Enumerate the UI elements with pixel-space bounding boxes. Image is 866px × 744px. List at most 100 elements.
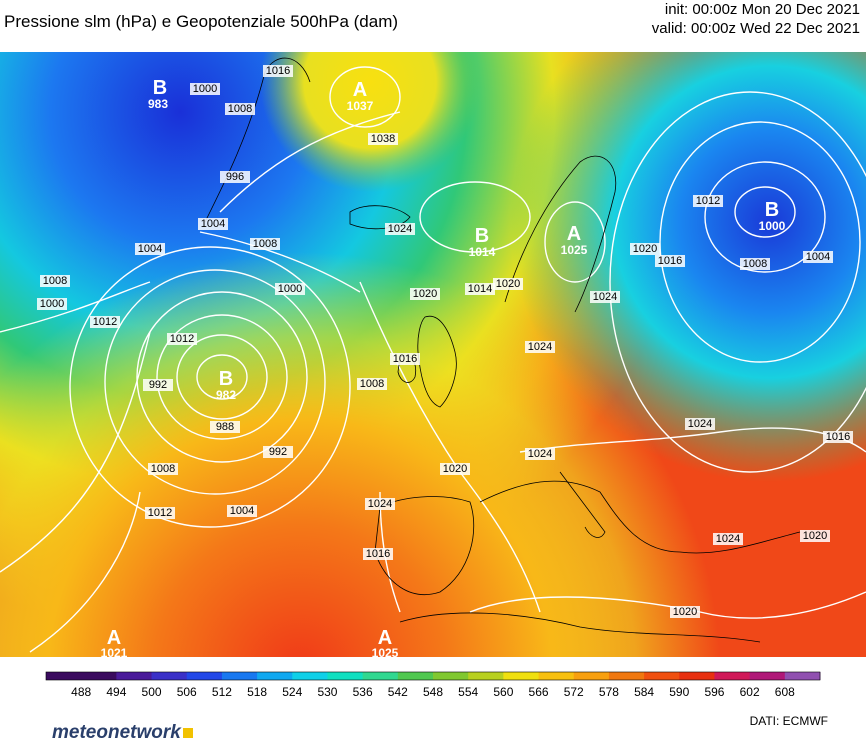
legend-label: 530 (317, 685, 337, 699)
isobar-label-bg (90, 316, 120, 328)
isobar-label-bg (493, 278, 523, 290)
system-letter: B (765, 199, 779, 221)
isobar-high-scandinavia (544, 201, 606, 283)
coast-britain (417, 315, 457, 408)
isobar-label: 1020 (673, 606, 697, 618)
isobar-label: 1020 (443, 463, 467, 475)
coast-north-africa (399, 612, 761, 643)
isobar-label-bg (365, 498, 395, 510)
isobar-label: 1004 (138, 243, 162, 255)
isobar-label-bg (263, 446, 293, 458)
isobar-label: 992 (149, 379, 167, 391)
isobar-label-bg (250, 238, 280, 250)
legend-swatch (292, 672, 328, 680)
coast-italy (559, 471, 606, 538)
legend-label: 512 (212, 685, 232, 699)
isobar-label-bg (40, 275, 70, 287)
isobar-label: 1016 (393, 353, 417, 365)
isobar-label-bg (525, 448, 555, 460)
legend-label: 536 (353, 685, 373, 699)
coast-mediterranean (479, 480, 801, 554)
isobar-low-atlantic (136, 291, 308, 463)
isobar-high-greenland (329, 66, 401, 128)
isobar-label: 996 (226, 171, 244, 183)
isobar-low-northsea (419, 181, 531, 253)
isobar-label: 1012 (93, 316, 117, 328)
isobar-label: 1008 (228, 103, 252, 115)
isobar-label: 1012 (696, 195, 720, 207)
legend-label: 572 (564, 685, 584, 699)
system-value: 1025 (372, 646, 399, 657)
legend-swatch (46, 672, 82, 680)
legend-label: 608 (775, 685, 795, 699)
isobar-label: 1024 (593, 291, 617, 303)
isobar-label-bg (655, 255, 685, 267)
isobars (0, 66, 866, 653)
isobar-label: 1008 (151, 463, 175, 475)
legend-label: 578 (599, 685, 619, 699)
meteonetwork-logo: meteonetwork (52, 722, 193, 744)
coast-greenland (204, 57, 311, 223)
isobar-low-east (659, 121, 861, 363)
isobar-label-bg (220, 171, 250, 183)
run-info: init: 00:00z Mon 20 Dec 2021 valid: 00:0… (652, 0, 860, 38)
isobar-label: 1008 (360, 378, 384, 390)
isobar-label: 1000 (278, 283, 302, 295)
system-value: 983 (148, 97, 168, 111)
coast-scandinavia (504, 155, 617, 313)
legend-label: 584 (634, 685, 654, 699)
legend-label: 488 (71, 685, 91, 699)
system-letter: A (378, 627, 392, 649)
isobar-label: 1016 (266, 65, 290, 77)
isobar-label: 1008 (743, 258, 767, 270)
isobar-label-bg (143, 379, 173, 391)
isobar-label-bg (525, 341, 555, 353)
system-letter: A (567, 223, 581, 245)
legend-swatch (81, 672, 117, 680)
isobar-label: 1020 (803, 530, 827, 542)
isobar-label-bg (363, 548, 393, 560)
legend-swatch (679, 672, 715, 680)
isobar-label: 1000 (193, 83, 217, 95)
coastlines (204, 57, 801, 643)
isobar-label: 1016 (826, 431, 850, 443)
system-value: 982 (216, 388, 236, 402)
legend-label: 566 (529, 685, 549, 699)
isobar-label-bg (210, 421, 240, 433)
isobar-label-bg (190, 83, 220, 95)
isobar-label-bg (590, 291, 620, 303)
weather-map: B 983 A 1037 B 1014 A 1025 B 1000 B 982 … (0, 52, 866, 657)
system-letter: A (353, 79, 367, 101)
isobar-line (199, 231, 361, 293)
isobar-label-bg (823, 431, 853, 443)
system-value: 1000 (759, 219, 786, 233)
isobar-label: 1024 (528, 448, 552, 460)
legend-label: 542 (388, 685, 408, 699)
legend-swatch (644, 672, 680, 680)
isobar-label-bg (390, 353, 420, 365)
isobar-label-bg (740, 258, 770, 270)
legend-swatch (608, 672, 645, 680)
isobar-label-bg (713, 533, 743, 545)
system-letter: A (107, 627, 121, 649)
isobar-label-bg (440, 463, 470, 475)
isobar-label: 1012 (170, 333, 194, 345)
isobar-label: 988 (216, 421, 234, 433)
legend-swatch (221, 672, 258, 680)
legend-label: 554 (458, 685, 478, 699)
legend-swatch (714, 672, 751, 680)
isobar-label: 1008 (43, 275, 67, 287)
legend-swatch (327, 672, 364, 680)
map-title: Pressione slm (hPa) e Geopotenziale 500h… (4, 12, 399, 31)
system-value: 1014 (469, 245, 496, 259)
legend-label: 518 (247, 685, 267, 699)
isobar-label: 1024 (528, 341, 552, 353)
init-time: init: 00:00z Mon 20 Dec 2021 (664, 1, 860, 18)
isobar-label: 1014 (468, 283, 492, 295)
system-letter: B (219, 368, 233, 390)
isobar-low-east (609, 91, 866, 473)
valid-time: valid: 00:00z Wed 22 Dec 2021 (651, 20, 860, 37)
isobar-low-east (704, 161, 826, 273)
system-value: 1025 (561, 243, 588, 257)
isobar-label-bg (37, 298, 67, 310)
